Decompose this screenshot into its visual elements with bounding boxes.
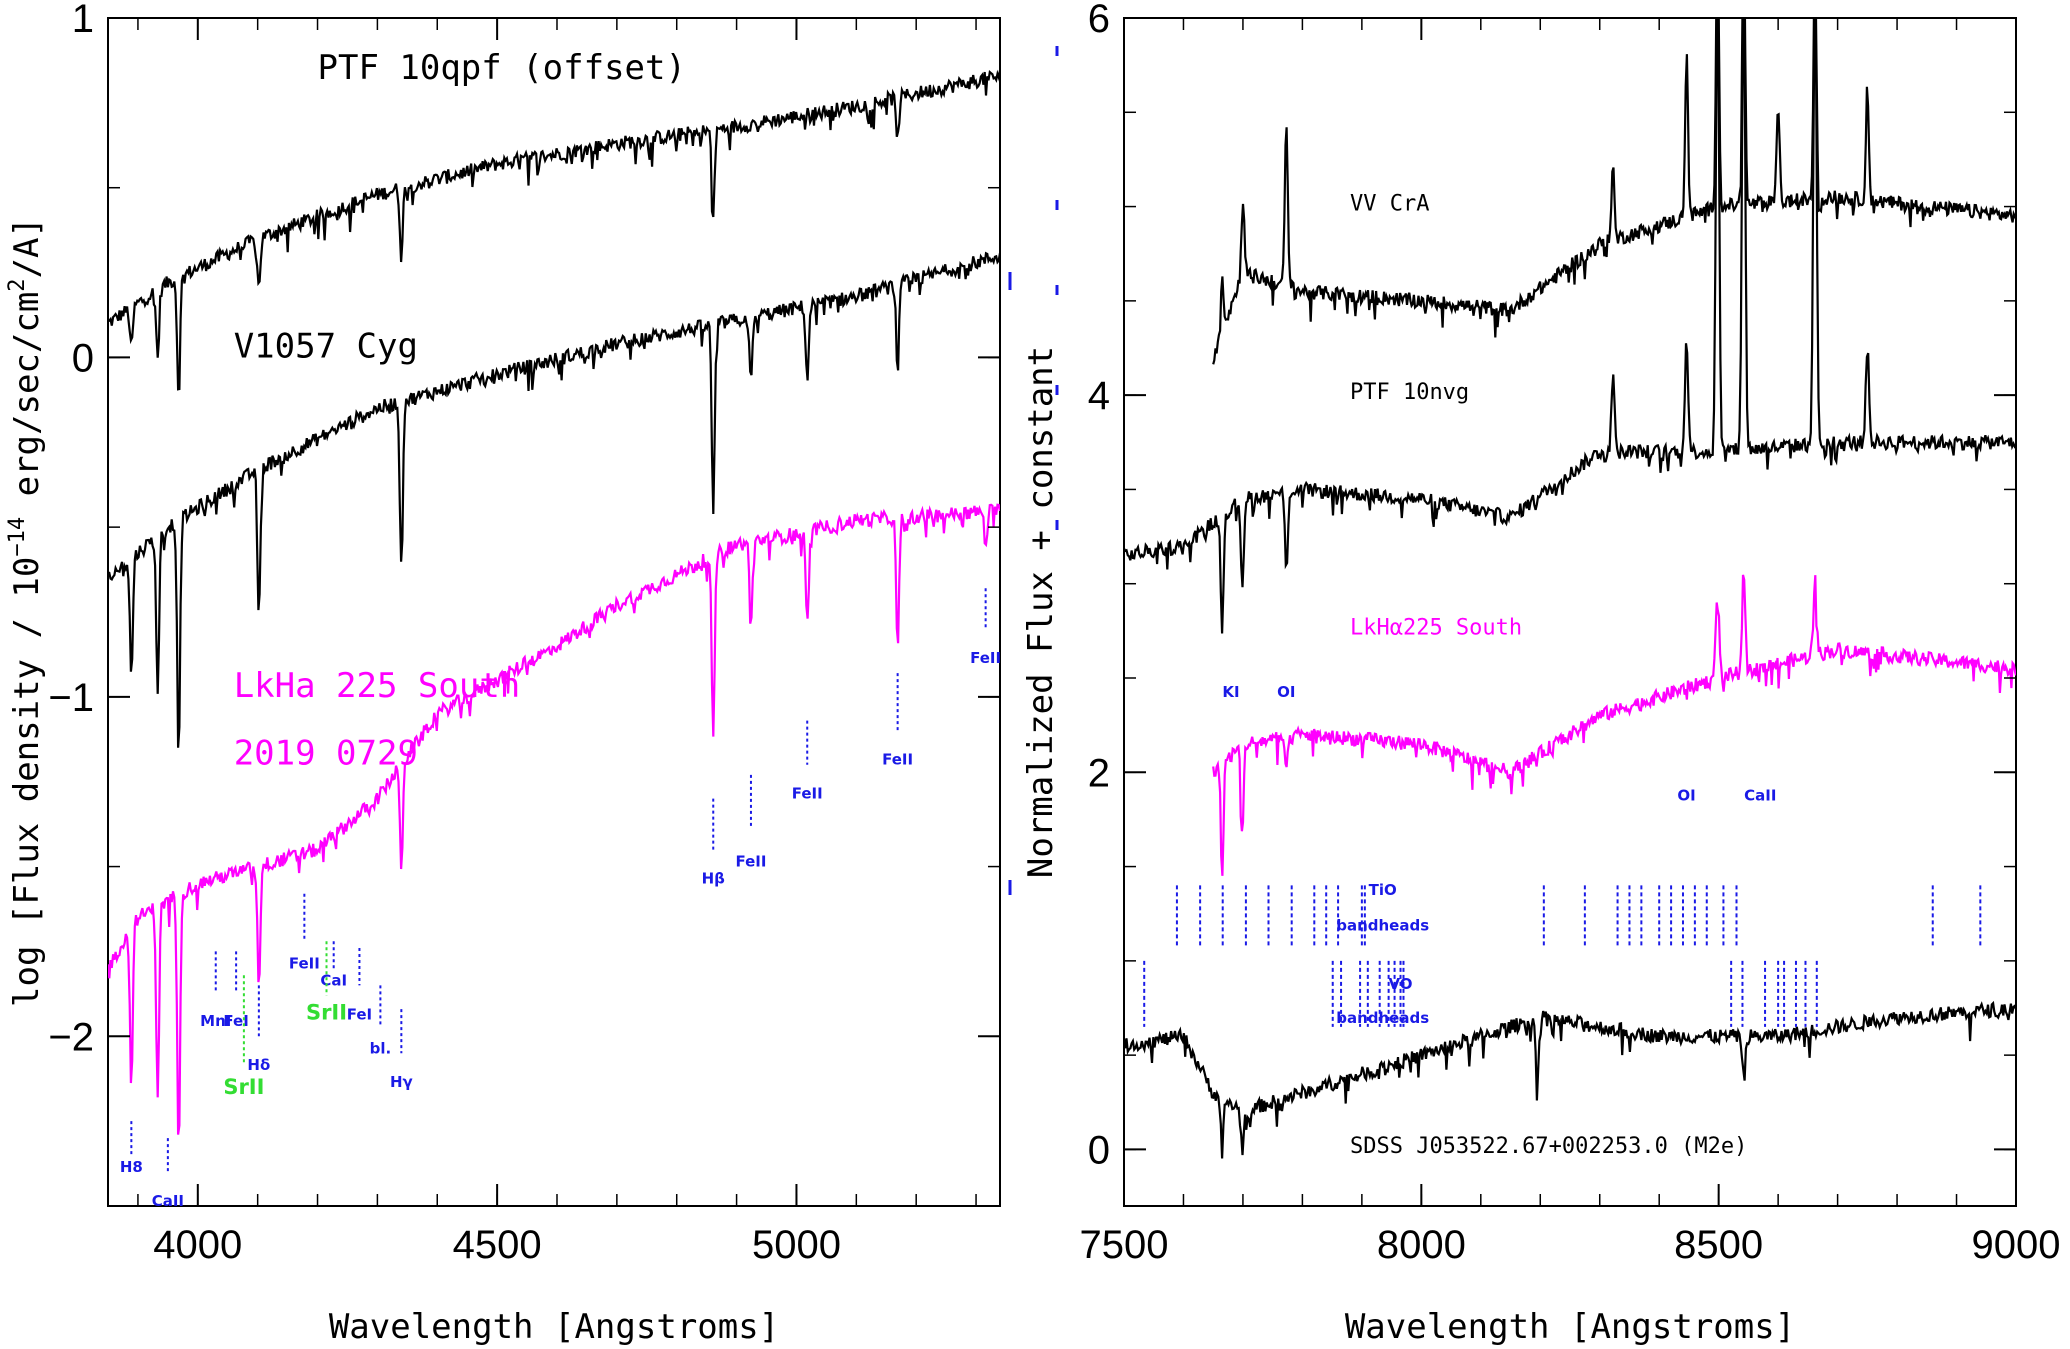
right-y-axis-title: Normalized Flux + constant bbox=[1021, 346, 1061, 878]
left-line-id-15: SrII bbox=[223, 1075, 264, 1099]
left-series-label-1: V1057 Cyg bbox=[234, 326, 418, 366]
left-series-label-0: PTF 10qpf (offset) bbox=[318, 48, 686, 88]
right-line-id-0: KI bbox=[1222, 683, 1239, 701]
left-line-id-5: Hδ bbox=[247, 1056, 270, 1074]
right-plot-content: VV CrA PTF 10nvg LkHα225 South SDSS J053522… bbox=[1124, 18, 2016, 1159]
right-series-group bbox=[1124, 18, 2016, 1159]
left-line-id-4: FeII bbox=[970, 649, 1001, 667]
right-xtick-label-0: 7500 bbox=[1080, 1223, 1169, 1267]
right-series-1 bbox=[1124, 18, 2016, 634]
right-xtick-label-3: 9000 bbox=[1972, 1223, 2061, 1267]
left-xtick-label-0: 4000 bbox=[153, 1223, 242, 1267]
left-panel: PTF 10qpf (offset) V1057 Cyg LkHa 225 Sout… bbox=[5, 0, 1001, 1347]
right-xtick-label-2: 8500 bbox=[1674, 1223, 1763, 1267]
left-line-id-1: FeII bbox=[735, 853, 766, 871]
right-line-id-4: TiO bbox=[1369, 881, 1397, 899]
right-series-label-1: PTF 10nvg bbox=[1350, 380, 1469, 405]
left-line-id-0: Hβ bbox=[702, 870, 726, 888]
left-plot-frame bbox=[107, 17, 1001, 1207]
left-axes: 4000 4500 5000 −2 −1 0 1 bbox=[48, 0, 1000, 1267]
right-x-axis-title: Wavelength [Angstroms] bbox=[1345, 1307, 1795, 1347]
left-y-title-tail: /A] bbox=[7, 217, 47, 278]
right-panel: VV CrA PTF 10nvg LkHα225 South SDSS J053522… bbox=[1021, 0, 2060, 1347]
right-ytick-label-0: 0 bbox=[1088, 1128, 1110, 1172]
left-ytick-label-3: 1 bbox=[72, 0, 94, 41]
stray-markers bbox=[1008, 46, 1059, 895]
right-series-label-3: SDSS J053522.67+002253.0 (M2e) bbox=[1350, 1134, 1747, 1159]
left-line-id-3: FeII bbox=[882, 751, 913, 769]
left-ytick-label-2: 0 bbox=[72, 336, 94, 380]
right-line-id-7: bandheads bbox=[1336, 1009, 1429, 1027]
left-series-1 bbox=[108, 251, 1000, 748]
left-line-id-7: FeI bbox=[347, 1005, 372, 1023]
left-line-id-13: H8 bbox=[120, 1158, 143, 1176]
left-line-id-16: SrII bbox=[306, 1000, 347, 1024]
left-xtick-label-2: 5000 bbox=[752, 1223, 841, 1267]
right-series-2 bbox=[1212, 574, 2016, 876]
left-series-0 bbox=[108, 69, 1000, 391]
left-y-title-post: erg/sec/cm bbox=[7, 292, 47, 517]
right-plot-frame bbox=[1123, 17, 2017, 1207]
left-series-2 bbox=[108, 503, 1000, 1135]
left-line-id-2: FeII bbox=[792, 785, 823, 803]
right-axes: 7500 8000 8500 9000 0 2 4 6 bbox=[1080, 0, 2061, 1267]
left-line-id-6: Hγ bbox=[390, 1073, 413, 1091]
left-series-label-2: LkHa 225 South bbox=[234, 666, 521, 706]
left-y-title-sq: 2 bbox=[5, 278, 30, 291]
left-y-axis-title: log [Flux density / 10−14 erg/sec/cm2/A] bbox=[5, 217, 47, 1007]
left-line-id-9: bl. bbox=[370, 1039, 392, 1057]
right-ytick-label-2: 4 bbox=[1088, 374, 1110, 418]
right-ytick-label-1: 2 bbox=[1088, 751, 1110, 795]
left-ytick-label-0: −2 bbox=[48, 1015, 94, 1059]
left-xtick-label-1: 4500 bbox=[453, 1223, 542, 1267]
right-series-label-0: VV CrA bbox=[1350, 191, 1429, 216]
right-line-id-5: bandheads bbox=[1336, 917, 1429, 935]
left-series-group bbox=[108, 69, 1000, 1135]
right-line-id-1: OI bbox=[1277, 683, 1295, 701]
left-plot-content: PTF 10qpf (offset) V1057 Cyg LkHa 225 Sout… bbox=[108, 48, 1001, 1210]
left-line-id-8: CaI bbox=[320, 971, 347, 989]
left-series-label-3: 2019 0729 bbox=[234, 734, 418, 774]
right-series-3 bbox=[1124, 1000, 2016, 1159]
left-line-id-12: FeII bbox=[289, 954, 320, 972]
right-series-label-2: LkHα225 South bbox=[1350, 616, 1522, 641]
left-ytick-label-1: −1 bbox=[48, 676, 94, 720]
right-line-id-3: CaII bbox=[1744, 787, 1776, 805]
left-x-axis-title: Wavelength [Angstroms] bbox=[329, 1307, 779, 1347]
left-line-id-10: MnI bbox=[200, 1012, 231, 1030]
left-line-id-14: CaII bbox=[152, 1192, 184, 1210]
right-xtick-label-1: 8000 bbox=[1377, 1223, 1466, 1267]
right-series-0 bbox=[1212, 18, 2016, 365]
right-line-id-2: OI bbox=[1677, 787, 1695, 805]
left-line-id-11: FeI bbox=[223, 1012, 248, 1030]
left-y-title-exp: −14 bbox=[5, 517, 30, 557]
left-y-title-pre: log [Flux density / 10 bbox=[7, 557, 47, 1007]
right-ytick-label-3: 6 bbox=[1088, 0, 1110, 41]
